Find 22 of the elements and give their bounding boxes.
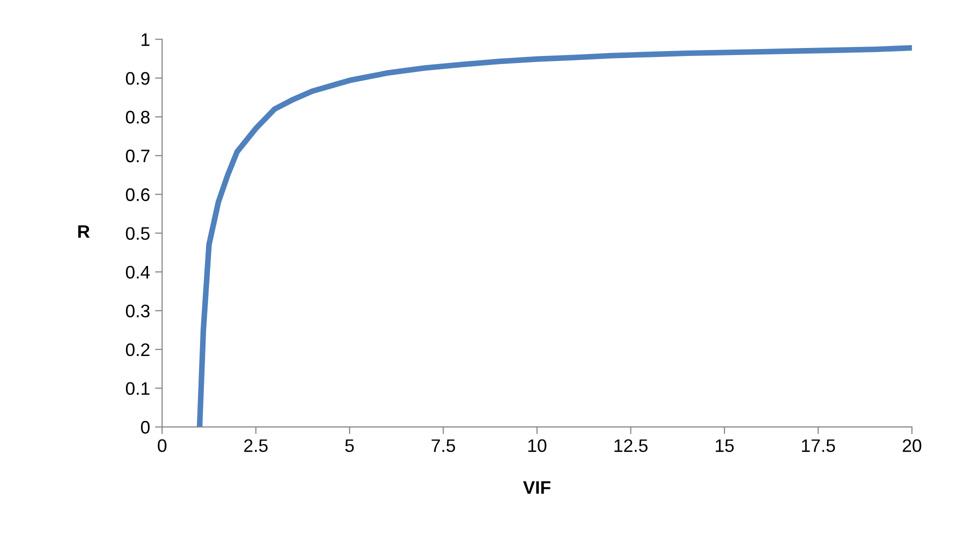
y-tick-label: 0.6 bbox=[126, 188, 150, 202]
x-tick-label: 15 bbox=[716, 439, 734, 452]
y-tick-label: 0.4 bbox=[126, 266, 150, 279]
x-tick-label: 17.5 bbox=[802, 439, 836, 452]
y-tick-label: 0.8 bbox=[126, 110, 150, 124]
x-tick-label: 7.5 bbox=[432, 439, 456, 452]
y-tick-label: 0.5 bbox=[126, 227, 150, 240]
y-tick-label: 0.7 bbox=[126, 150, 150, 162]
y-tick-label: 0.1 bbox=[126, 382, 150, 395]
x-tick-label: 12.5 bbox=[614, 439, 648, 452]
x-tick-label: 5 bbox=[345, 439, 354, 452]
x-axis-title: VIF bbox=[523, 481, 550, 494]
y-axis-title: R bbox=[78, 225, 90, 238]
x-tick-label: 0 bbox=[158, 439, 166, 452]
x-tick-label: 10 bbox=[528, 439, 546, 452]
y-tick-label: 0 bbox=[140, 420, 150, 434]
x-tick-label: 20 bbox=[902, 439, 922, 452]
y-tick-label: 0.9 bbox=[126, 72, 150, 85]
y-tick-label: 1 bbox=[142, 33, 150, 46]
y-tick-label: 0.2 bbox=[126, 343, 150, 356]
x-tick-label: 2.5 bbox=[244, 439, 268, 452]
y-tick-label: 0.3 bbox=[126, 304, 150, 318]
